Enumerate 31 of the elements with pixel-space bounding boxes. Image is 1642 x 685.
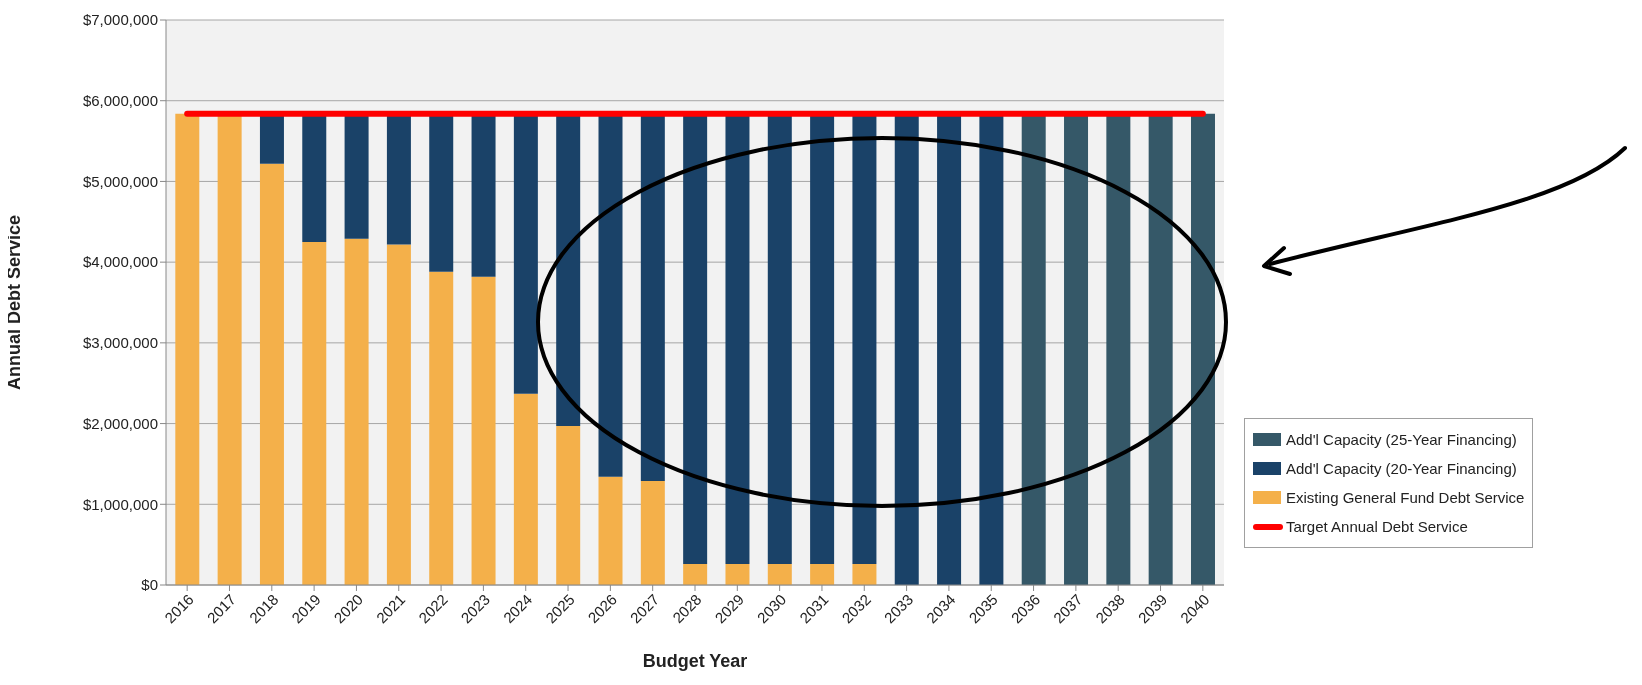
y-axis-title: Annual Debt Service (4, 214, 25, 391)
bar (471, 276, 496, 585)
bar (683, 564, 708, 585)
legend-label: Add'l Capacity (25-Year Financing) (1286, 431, 1517, 448)
bar (1190, 113, 1215, 585)
bar (513, 393, 538, 585)
y-tick-label: $4,000,000 (82, 253, 158, 271)
legend-label: Existing General Fund Debt Service (1286, 489, 1525, 506)
y-tick-label: $1,000,000 (82, 495, 158, 513)
bar (344, 238, 369, 585)
y-tick-label: $0 (141, 576, 158, 594)
bar (556, 425, 581, 585)
y-tick-label: $7,000,000 (82, 11, 158, 29)
bar (852, 564, 877, 585)
y-tick-label: $6,000,000 (82, 92, 158, 110)
y-tick-label: $3,000,000 (82, 334, 158, 352)
y-tick-label: $5,000,000 (82, 172, 158, 190)
bar (767, 564, 792, 585)
legend-label: Target Annual Debt Service (1286, 518, 1468, 535)
bar (640, 480, 665, 585)
bar (302, 241, 327, 585)
bar (429, 271, 454, 585)
bar (175, 113, 200, 585)
bar (725, 564, 750, 585)
x-axis-title: Budget Year (642, 651, 748, 671)
bar (810, 564, 835, 585)
y-tick-label: $2,000,000 (82, 414, 158, 432)
bar (386, 244, 411, 585)
legend-label: Add'l Capacity (20-Year Financing) (1286, 460, 1517, 477)
bar (598, 476, 623, 585)
bar (259, 163, 284, 585)
